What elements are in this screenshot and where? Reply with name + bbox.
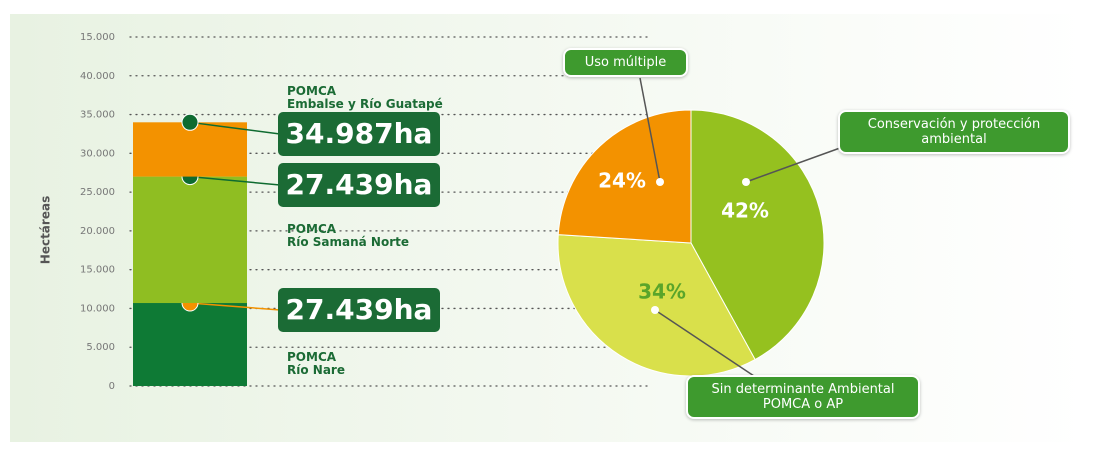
series-name: POMCA: [287, 350, 337, 364]
category-callout: Conservación y protección ambiental: [838, 110, 1070, 154]
pie-slice: [557, 109, 692, 244]
series-name: POMCA: [287, 222, 337, 236]
category-callout: Uso múltiple: [563, 48, 688, 77]
y-tick-label: 20.000: [80, 226, 115, 237]
y-tick-label: 40.000: [80, 71, 115, 82]
series-subname: Embalse y Río Guatapé: [287, 97, 443, 111]
value-callout: 34.987ha: [278, 112, 440, 156]
y-tick-label: 10.000: [80, 303, 115, 314]
leader-line: [745, 147, 841, 183]
connector: [189, 175, 281, 186]
value-callout: 27.439ha: [278, 288, 440, 332]
bar-segment: [133, 176, 247, 304]
value-label: 24%: [598, 169, 646, 193]
leader-line: [654, 309, 761, 381]
y-tick-label: 15.000: [80, 32, 115, 43]
y-axis-title: Hectáreas: [39, 196, 53, 264]
series-name: POMCA: [287, 84, 337, 98]
y-tick-label: 0: [109, 381, 115, 392]
y-tick-label: 15.000: [80, 265, 115, 276]
connector: [189, 302, 281, 311]
y-tick-label: 25.000: [80, 187, 115, 198]
connector: [189, 121, 281, 135]
y-tick-label: 30.000: [80, 148, 115, 159]
value-callout: 27.439ha: [278, 163, 440, 207]
marker-dot: [181, 113, 199, 131]
category-callout: Sin determinante Ambiental POMCA o AP: [686, 375, 920, 419]
series-subname: Río Nare: [287, 363, 345, 377]
value-label: 42%: [721, 199, 769, 223]
y-tick-label: 35.000: [80, 110, 115, 121]
leader-dot: [651, 306, 659, 314]
pie-slice: [690, 109, 825, 361]
y-tick-label: 5.000: [86, 342, 115, 353]
leader-line: [639, 77, 661, 183]
bar-segment: [133, 122, 247, 177]
value-label: 34%: [638, 280, 686, 304]
series-subname: Río Samaná Norte: [287, 235, 410, 249]
leader-dot: [656, 178, 664, 186]
pie-slice: [557, 234, 756, 377]
bar-segment: [133, 303, 247, 386]
leader-dot: [742, 178, 750, 186]
